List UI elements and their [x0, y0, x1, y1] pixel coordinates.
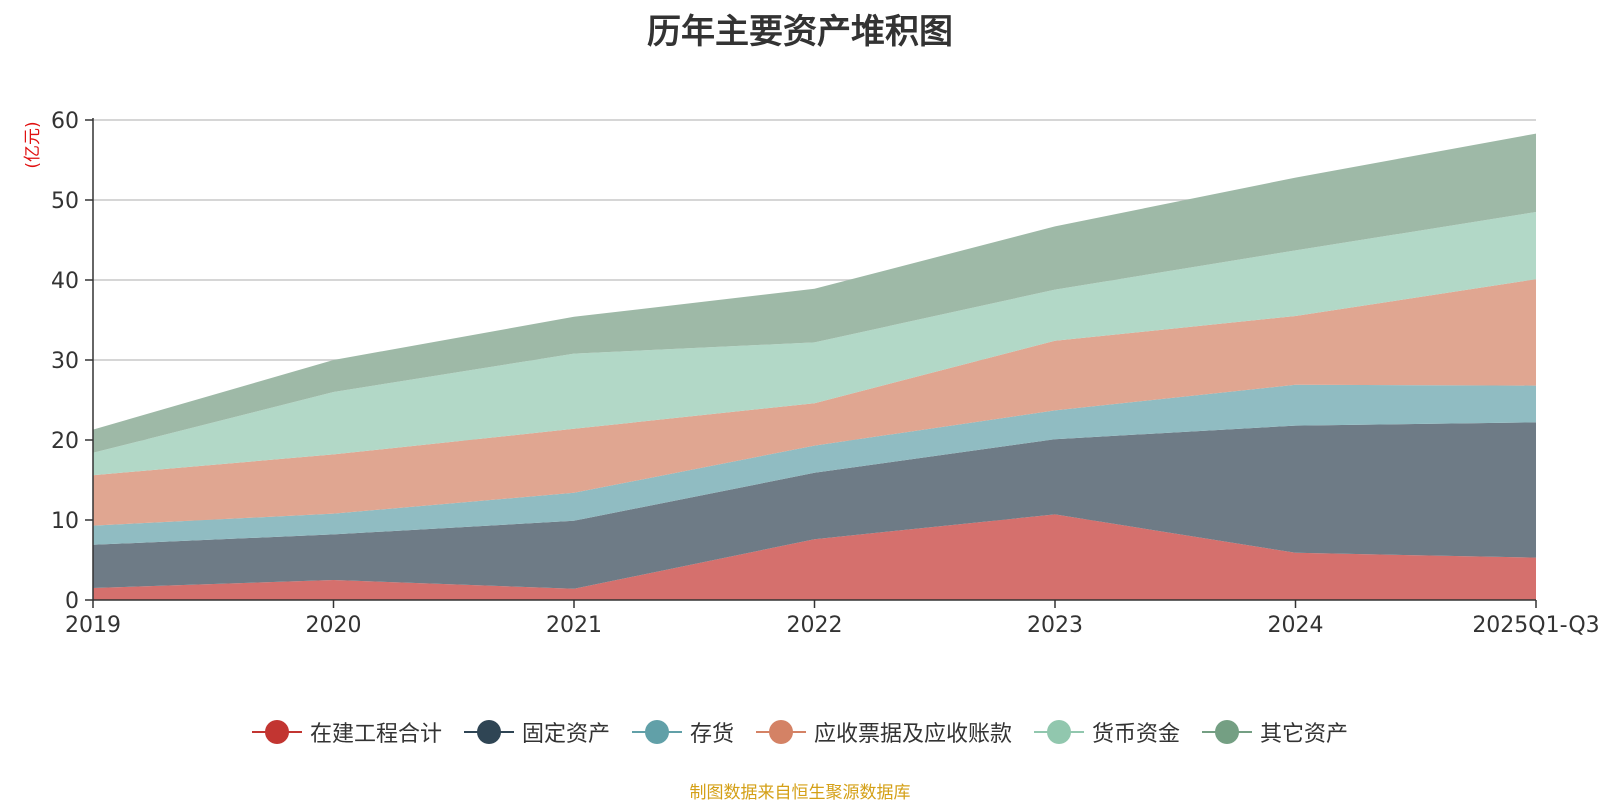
- y-tick-label: 60: [51, 109, 79, 134]
- y-tick-label: 0: [65, 589, 79, 614]
- legend-item[interactable]: 存货: [631, 716, 734, 748]
- legend-label: 在建工程合计: [309, 722, 442, 747]
- legend-marker-icon: [1034, 719, 1085, 745]
- legend-item[interactable]: 应收票据及应收账款: [756, 716, 1012, 748]
- legend-dot: [644, 720, 669, 744]
- area-series-3: [93, 384, 1536, 545]
- legend-label: 固定资产: [521, 722, 610, 747]
- x-tick-label: 2025Q1-Q3: [1472, 613, 1599, 638]
- x-tick-label: 2024: [1268, 613, 1324, 638]
- y-tick-label: 20: [51, 429, 79, 454]
- legend-label: 应收票据及应收账款: [814, 722, 1013, 747]
- area-series-1: [93, 514, 1536, 600]
- legend-dot: [476, 720, 501, 744]
- source-note: 制图数据来自恒生聚源数据库: [689, 783, 911, 803]
- y-tick-label: 40: [51, 269, 79, 294]
- legend-item[interactable]: 在建工程合计: [251, 716, 442, 748]
- x-tick-label: 2022: [787, 613, 843, 638]
- x-tick-label: 2021: [546, 613, 602, 638]
- legend-dot: [769, 720, 793, 744]
- x-tick-label: 2020: [306, 613, 362, 638]
- x-tick-label: 2023: [1027, 613, 1083, 638]
- area-series-6: [93, 133, 1536, 453]
- legend-dot: [264, 720, 289, 744]
- legend-marker-icon: [631, 719, 682, 745]
- legend-item[interactable]: 固定资产: [463, 716, 610, 748]
- legend-label: 存货: [689, 722, 734, 747]
- legend-marker-icon: [1202, 719, 1253, 745]
- area-series-5: [93, 212, 1536, 476]
- legend-marker-icon: [251, 719, 302, 745]
- legend-dot: [1215, 720, 1240, 744]
- y-axis-unit-label: (亿元): [23, 121, 43, 168]
- area-series-4: [93, 279, 1536, 526]
- y-tick-label: 10: [51, 509, 79, 534]
- y-tick-label: 50: [51, 189, 79, 214]
- legend-label: 其它资产: [1260, 722, 1349, 747]
- legend: 在建工程合计 固定资产 存货 应收票据及应收账款 货币资金 其它资产: [0, 716, 1600, 748]
- legend-dot: [1047, 720, 1072, 744]
- legend-label: 货币资金: [1092, 722, 1181, 747]
- y-tick-label: 30: [51, 349, 79, 374]
- axes: 0 10 20 30 40 50 60 2019 2020 2021 2022 2023 2024 202…: [51, 109, 1600, 638]
- legend-marker-icon: [756, 719, 806, 745]
- legend-marker-icon: [463, 719, 514, 745]
- legend-item[interactable]: 其它资产: [1202, 716, 1348, 748]
- legend-item[interactable]: 货币资金: [1034, 716, 1180, 748]
- chart-title: 历年主要资产堆积图: [647, 12, 953, 52]
- area-series-2: [93, 422, 1536, 589]
- stacked-areas: [93, 133, 1536, 600]
- x-tick-label: 2019: [65, 613, 121, 638]
